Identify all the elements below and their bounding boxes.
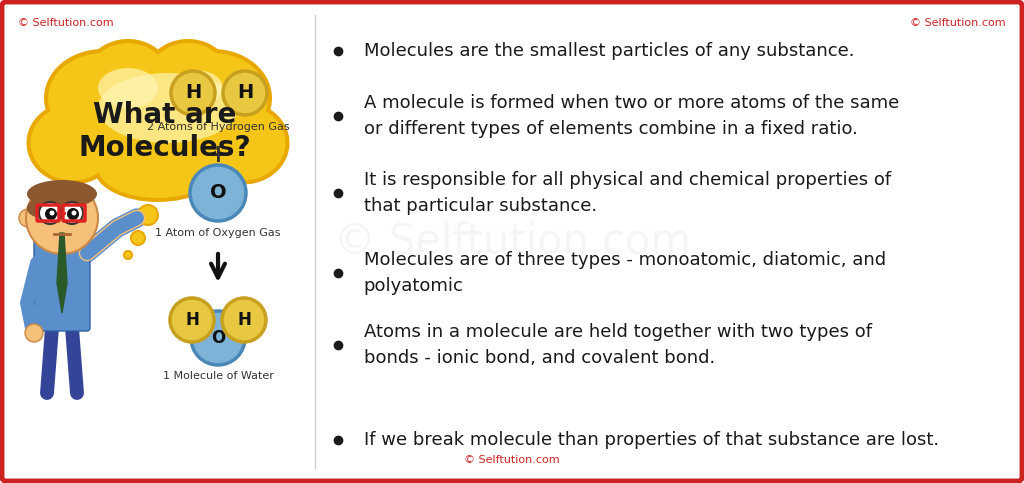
Circle shape	[67, 208, 79, 220]
Text: 1 Atom of Oxygen Gas: 1 Atom of Oxygen Gas	[156, 228, 281, 238]
Circle shape	[25, 324, 43, 342]
Text: Atoms in a molecule are held together with two types of
bonds - ionic bond, and : Atoms in a molecule are held together wi…	[364, 324, 871, 367]
Text: H: H	[185, 84, 201, 102]
Text: Molecules?: Molecules?	[79, 134, 251, 162]
Ellipse shape	[179, 94, 257, 162]
Text: If we break molecule than properties of that substance are lost.: If we break molecule than properties of …	[364, 430, 939, 449]
Circle shape	[72, 211, 77, 215]
Text: Molecules are of three types - monoatomic, diatomic, and
polyatomic: Molecules are of three types - monoatomi…	[364, 251, 886, 295]
Text: +: +	[208, 143, 228, 167]
Circle shape	[171, 71, 215, 115]
Text: © Selftution.com: © Selftution.com	[334, 221, 690, 263]
Text: Molecules are the smallest particles of any substance.: Molecules are the smallest particles of …	[364, 42, 854, 60]
Text: © Selftution.com: © Selftution.com	[910, 18, 1006, 28]
Text: H: H	[185, 311, 199, 329]
Ellipse shape	[59, 94, 137, 162]
Ellipse shape	[144, 39, 232, 117]
Circle shape	[170, 298, 214, 342]
Ellipse shape	[98, 138, 218, 198]
Circle shape	[26, 182, 98, 254]
Polygon shape	[57, 233, 67, 313]
Text: O: O	[211, 329, 225, 347]
Text: H: H	[237, 84, 253, 102]
Text: © Selftution.com: © Selftution.com	[18, 18, 114, 28]
Ellipse shape	[158, 53, 268, 143]
Circle shape	[222, 298, 266, 342]
Ellipse shape	[27, 180, 97, 208]
Circle shape	[45, 208, 57, 220]
Circle shape	[190, 165, 246, 221]
Text: H: H	[238, 311, 251, 329]
Circle shape	[223, 71, 267, 115]
Circle shape	[138, 205, 158, 225]
FancyBboxPatch shape	[34, 225, 90, 331]
Circle shape	[39, 202, 61, 224]
Text: 2 Atoms of Hydrogen Gas: 2 Atoms of Hydrogen Gas	[146, 122, 290, 132]
Ellipse shape	[27, 198, 57, 218]
Text: 1 Molecule of Water: 1 Molecule of Water	[163, 371, 273, 381]
Ellipse shape	[63, 98, 133, 158]
Circle shape	[19, 209, 37, 227]
Ellipse shape	[183, 98, 253, 158]
Ellipse shape	[84, 39, 172, 117]
Ellipse shape	[48, 53, 158, 143]
Circle shape	[131, 231, 145, 245]
Text: © Selftution.com: © Selftution.com	[464, 455, 560, 465]
Ellipse shape	[201, 105, 286, 181]
Ellipse shape	[63, 64, 252, 192]
Text: What are: What are	[93, 101, 237, 129]
Ellipse shape	[197, 101, 290, 185]
Text: It is responsible for all physical and chemical properties of
that particular su: It is responsible for all physical and c…	[364, 171, 891, 215]
Ellipse shape	[31, 105, 116, 181]
Circle shape	[61, 202, 83, 224]
Circle shape	[191, 311, 245, 365]
Text: A molecule is formed when two or more atoms of the same
or different types of el: A molecule is formed when two or more at…	[364, 94, 899, 138]
Ellipse shape	[98, 68, 158, 108]
Text: O: O	[210, 184, 226, 202]
Ellipse shape	[94, 134, 222, 202]
Ellipse shape	[98, 73, 238, 143]
Ellipse shape	[68, 68, 248, 188]
Ellipse shape	[88, 43, 168, 113]
Ellipse shape	[44, 49, 162, 147]
Ellipse shape	[27, 101, 120, 185]
Ellipse shape	[154, 49, 272, 147]
Ellipse shape	[173, 71, 223, 105]
Ellipse shape	[148, 43, 228, 113]
Circle shape	[124, 251, 132, 259]
Circle shape	[49, 211, 54, 215]
